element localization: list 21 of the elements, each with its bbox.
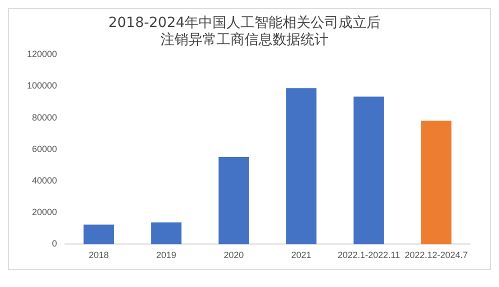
x-tick-label: 2022.1-2022.11: [338, 250, 400, 260]
y-tick-label: 80000: [32, 112, 58, 122]
text: 注销异常工商信息数据统计: [160, 32, 328, 48]
y-tick-label: 60000: [32, 144, 58, 154]
x-tick-label: 2020: [224, 250, 244, 260]
bar: [354, 96, 384, 244]
y-tick-label: 40000: [32, 175, 58, 186]
text: 2018-2024年中国人工智能相关公司成立后: [108, 15, 381, 32]
bar: [218, 156, 249, 244]
x-tick-label: 2021: [291, 250, 312, 260]
x-tick-label: 2022.12-2024.7: [404, 250, 468, 260]
bar: [151, 222, 182, 244]
x-tick-label: 2018: [88, 250, 109, 260]
y-tick-label: 20000: [32, 207, 58, 218]
bar: [84, 224, 114, 244]
bar: [421, 120, 452, 244]
bar: [286, 88, 316, 244]
y-tick-label: 100000: [26, 80, 58, 91]
y-tick-label: 120000: [26, 49, 58, 60]
x-tick-label: 2019: [156, 250, 176, 260]
y-tick-label: 0: [52, 238, 58, 249]
